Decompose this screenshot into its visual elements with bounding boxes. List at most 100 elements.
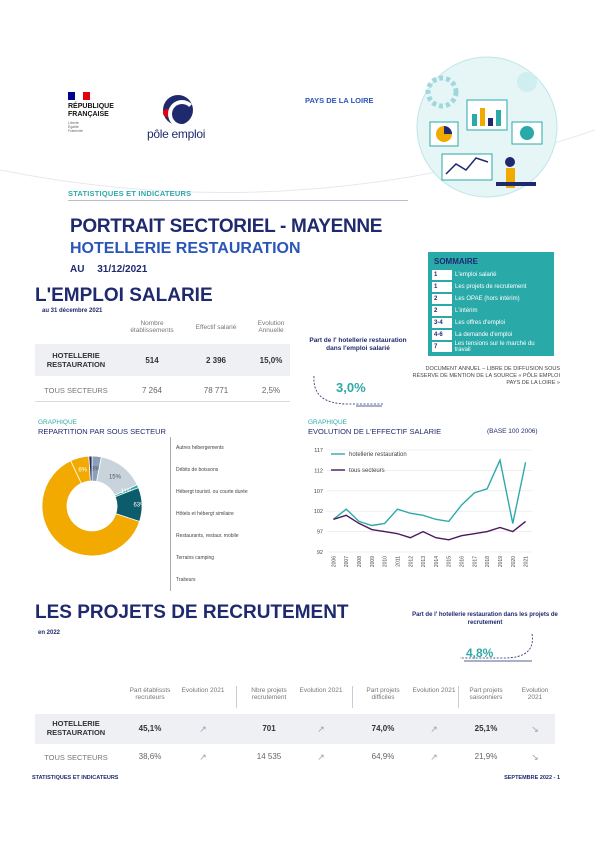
reference-date: AU 31/12/2021 [70, 264, 147, 275]
line-chart: 92 97 102 107 112 117 2006 2007 2008 2009 2010 2011… [314, 448, 532, 567]
pie-data-label: 6% [78, 468, 87, 474]
col-header-part-difficiles: Part projets difficiles [366, 687, 400, 701]
sommaire-item-page: 1 [432, 269, 452, 280]
series-line [333, 514, 527, 541]
trend-arrow-icon-evolution-etablissements: ↗ [199, 724, 207, 734]
cell-evolution-ts: 2,5% [261, 386, 281, 395]
y-tick-label: 97 [317, 530, 323, 536]
col-header-effectif: Effectif salarié [195, 324, 237, 331]
part-projets-label: Part de l' hotellerie restauration dans … [412, 612, 558, 626]
x-tick-label: 2020 [511, 556, 517, 567]
pie-legend-item: Débits de boissons [170, 459, 300, 481]
x-tick-label: 2014 [434, 556, 440, 567]
x-tick-label: 2015 [447, 556, 453, 567]
row-label-hotellerie: HOTELLERIE RESTAURATION [46, 719, 106, 737]
pie-legend-item: Hébergt touristi. ou courte durée [170, 481, 300, 503]
part-projets-gauge-icon [460, 633, 533, 662]
column-separator [458, 686, 459, 708]
cell-part-difficiles: 74,0% [371, 724, 395, 733]
legend-label: hotellerie restauration [349, 452, 407, 458]
sommaire-item[interactable]: 1 L'emploi salarié [432, 269, 550, 280]
cell-part-saisonniers: 21,9% [474, 752, 498, 761]
col-header-evolution: Evolution Annuelle [257, 320, 285, 334]
pie-graph-title: REPARTITION PAR SOUS SECTEUR [38, 427, 166, 436]
trend-arrow-icon-evolution-projets: ↗ [317, 752, 325, 762]
line-graph-title: EVOLUTION DE L'EFFECTIF SALARIE [308, 427, 442, 436]
trend-arrow-icon-evolution-etablissements: ↗ [199, 752, 207, 762]
x-tick-label: 2016 [460, 556, 466, 567]
sommaire-item[interactable]: 2 Les OPAE (hors intérim) [432, 293, 550, 304]
republique-francaise-logo: RÉPUBLIQUE FRANÇAISE Liberté Égalité Fra… [68, 92, 128, 133]
sommaire-item[interactable]: 2 L'intérim [432, 305, 550, 316]
cell-effectif-hr: 2 396 [205, 356, 227, 365]
x-tick-label: 2012 [408, 556, 414, 567]
sommaire-title: SOMMAIRE [434, 257, 478, 266]
region-label: PAYS DE LA LOIRE [305, 96, 374, 105]
sommaire-item[interactable]: 7 Les tensions sur le marché du travail [432, 340, 550, 353]
x-tick-label: 2018 [485, 556, 491, 567]
trend-arrow-icon-evolution-saisonniers: ↘ [531, 752, 539, 762]
cell-etablissements-ts: 7 264 [141, 386, 163, 395]
page-title: PORTRAIT SECTORIEL - MAYENNE [70, 216, 383, 237]
part-projets-value: 4,8% [466, 646, 494, 660]
x-tick-label: 2017 [472, 556, 478, 567]
pie-data-label: 15% [109, 474, 122, 480]
sommaire-item[interactable]: 4-6 La demande d'emploi [432, 329, 550, 340]
sommaire-item-label: Les tensions sur le marché du travail [454, 340, 535, 353]
part-emploi-label: Part de l' hotellerie restauration dans … [309, 337, 407, 352]
emploi-section-title: L'EMPLOI SALARIE [35, 285, 213, 306]
pie-data-label: 3% [91, 467, 100, 473]
republique-line-2: FRANÇAISE [68, 111, 109, 118]
legend-label: tous secteurs [349, 468, 385, 474]
header-divider [68, 200, 408, 201]
pole-emploi-e-icon [163, 95, 196, 128]
footer-page-number: SEPTEMBRE 2022 - 1 [504, 775, 560, 781]
sommaire-box: SOMMAIRE 1 L'emploi salarié 1 Les projets … [428, 252, 554, 356]
sommaire-item-label: Les projets de recrutement [455, 283, 527, 290]
col-header-evolution-projets: Evolution 2021 [299, 687, 343, 694]
pie-legend-item: Hôtels et hébergt similaire [170, 503, 300, 525]
part-gauge-icon [313, 375, 384, 407]
x-tick-label: 2013 [421, 556, 427, 567]
pie-slice [88, 455, 93, 482]
sommaire-item[interactable]: 1 Les projets de recrutement [432, 281, 550, 292]
sommaire-item-page: 2 [432, 305, 452, 316]
statistics-illustration-icon [416, 56, 558, 198]
sommaire-item[interactable]: 3-4 Les offres d'emploi [432, 317, 550, 328]
sommaire-item-label: L'emploi salarié [455, 271, 497, 278]
cell-evolution-hr: 15,0% [259, 356, 283, 365]
motto-fraternite: Fraternité [68, 129, 83, 133]
sommaire-item-page: 3-4 [432, 317, 452, 328]
pie-graph-tag: GRAPHIQUE [38, 419, 78, 426]
section-label-statistiques: STATISTIQUES ET INDICATEURS [68, 189, 192, 198]
french-flag-icon [68, 92, 90, 100]
pie-legend-item: Autres hébergements [170, 437, 300, 459]
pie-legend: Autres hébergements Débits de boissons Héb… [170, 437, 300, 591]
col-header-part-saisonniers: Part projets saisonniers [469, 687, 503, 701]
x-tick-label: 2008 [357, 556, 363, 567]
cell-part-etablissements: 38,6% [138, 752, 162, 761]
pole-emploi-text: pôle emploi [147, 127, 206, 141]
trend-arrow-icon-evolution-saisonniers: ↘ [531, 724, 539, 734]
sommaire-item-page: 4-6 [432, 329, 452, 340]
column-separator [236, 686, 237, 708]
series-line [332, 457, 527, 527]
republique-line-1: RÉPUBLIQUE [68, 103, 114, 110]
x-tick-label: 2009 [370, 556, 376, 567]
row-label-tous-secteurs: TOUS SECTEURS [44, 753, 108, 762]
col-header-evolution-etablissements: Evolution 2021 [181, 687, 225, 694]
date-value: 31/12/2021 [97, 264, 148, 275]
y-tick-label: 107 [314, 489, 323, 495]
projets-section-subtitle: en 2022 [38, 630, 61, 636]
emploi-section-subtitle: au 31 décembre 2021 [42, 308, 103, 314]
projets-section-title: LES PROJETS DE RECRUTEMENT [35, 602, 349, 623]
motto-liberte: Liberté [68, 121, 79, 125]
table-divider [35, 401, 290, 402]
x-tick-label: 2011 [395, 556, 401, 567]
sommaire-item-page: 2 [432, 293, 452, 304]
trend-arrow-icon-evolution-difficiles: ↗ [430, 724, 438, 734]
sommaire-item-label: Les OPAE (hors intérim) [455, 295, 520, 302]
pie-data-label: 63% [133, 503, 146, 509]
col-header-nbre-projets: Nbre projets recrutement [251, 687, 287, 701]
column-separator [352, 686, 353, 708]
